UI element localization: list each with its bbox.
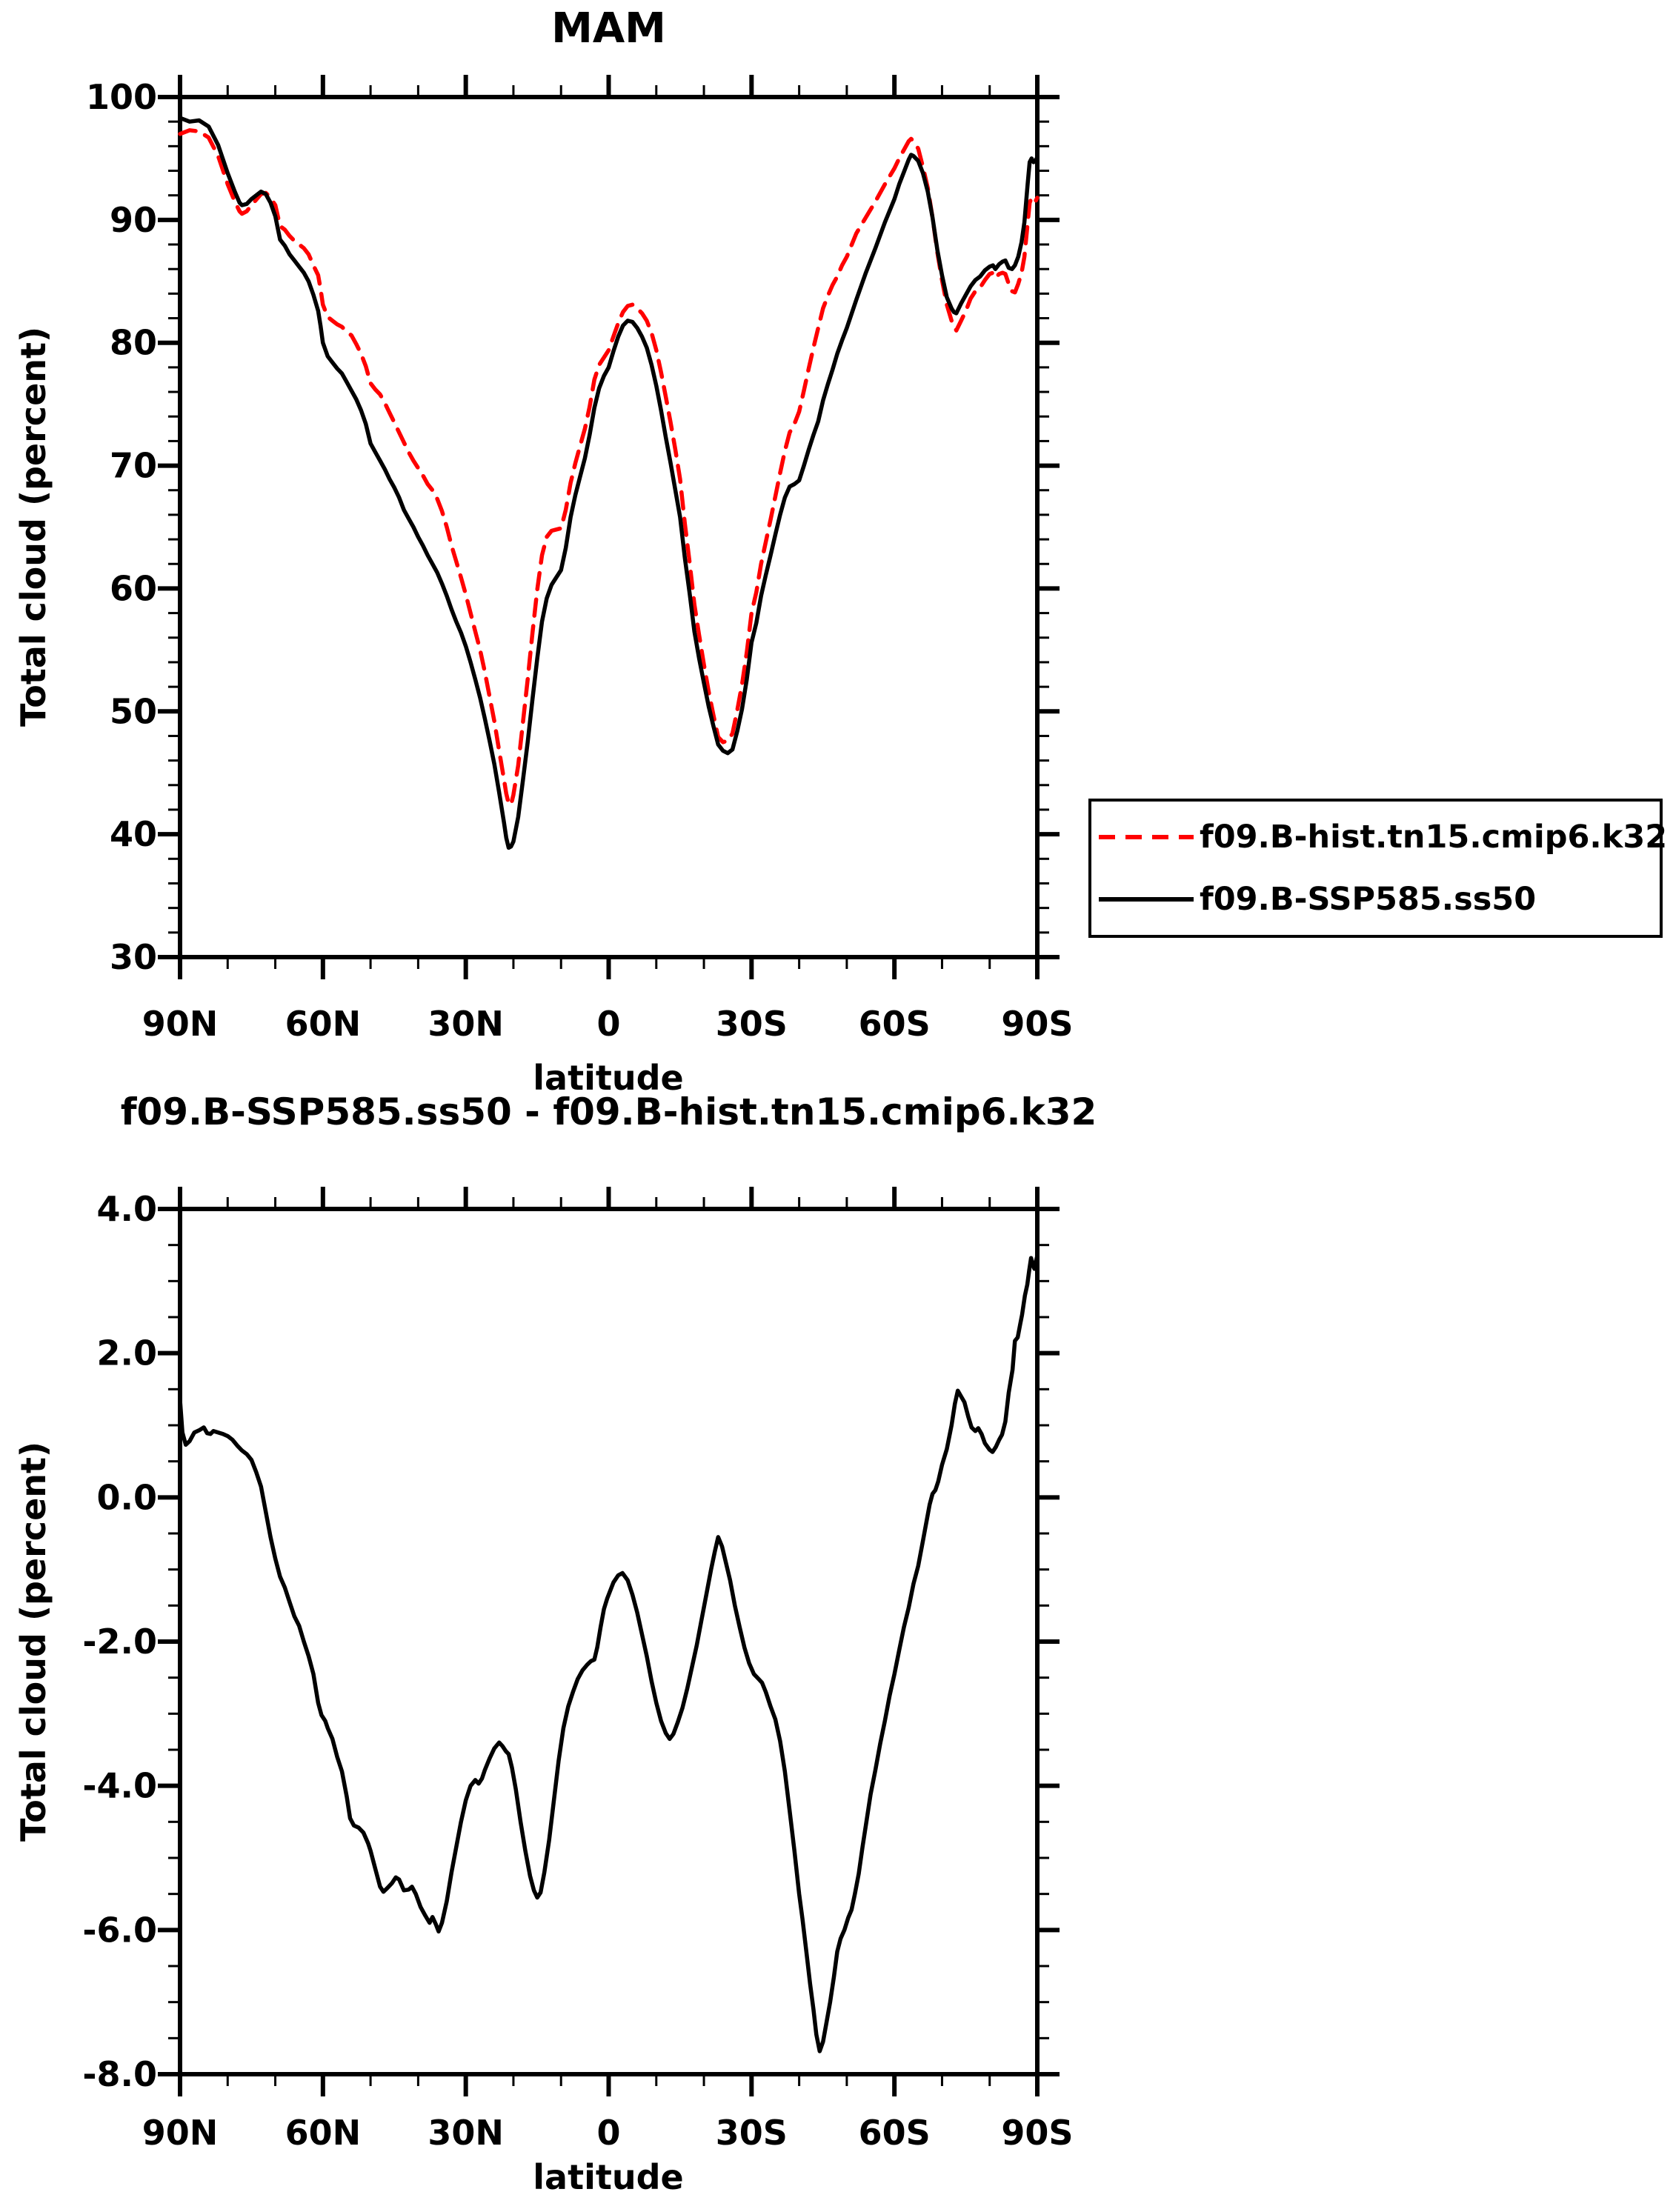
top-chart-y-tick-label: 40 bbox=[110, 814, 157, 854]
legend-entry-ssp585: f09.B-SSP585.ss50 bbox=[1091, 881, 1660, 918]
bottom-chart-y-tick-label: 4.0 bbox=[97, 1189, 158, 1229]
bottom-chart-series-ssp585 bbox=[178, 1253, 1040, 2053]
top-chart-y-tick-label: 50 bbox=[110, 691, 157, 731]
top-chart-title: MAM bbox=[551, 4, 666, 53]
top-chart-x-tick-label: 60N bbox=[285, 1004, 362, 1044]
top-chart-y-tick-label: 90 bbox=[110, 200, 157, 240]
bottom-chart-x-tick-label: 90S bbox=[1001, 2113, 1073, 2153]
bottom-chart-frame bbox=[178, 1207, 1040, 2076]
top-chart-x-tick-label: 0 bbox=[596, 1004, 620, 1044]
bottom-chart-x-tick-label: 30N bbox=[428, 2113, 504, 2153]
bottom-chart-y-tick-label: -6.0 bbox=[82, 1910, 157, 1950]
bottom-chart-x-tick-label: 0 bbox=[596, 2113, 620, 2153]
top-chart-y-tick-label: 80 bbox=[110, 323, 157, 363]
legend-box: f09.B-hist.tn15.cmip6.k32 f09.B-SSP585.s… bbox=[1088, 799, 1667, 938]
legend-label-hist: f09.B-hist.tn15.cmip6.k32 bbox=[1200, 819, 1668, 856]
top-chart-x-axis-label: latitude bbox=[533, 1058, 684, 1098]
bottom-chart-title: f09.B-SSP585.ss50 - f09.B-hist.tn15.cmip… bbox=[120, 1090, 1097, 1133]
top-chart-y-tick-label: 100 bbox=[86, 77, 157, 117]
bottom-chart-y-tick-label: 0.0 bbox=[97, 1477, 158, 1517]
legend-line-solid-black-icon bbox=[1099, 897, 1194, 902]
bottom-chart-y-tick-label: -2.0 bbox=[82, 1622, 157, 1662]
bottom-chart-x-tick-label: 60S bbox=[859, 2113, 931, 2153]
bottom-chart-y-axis-label: Total cloud (percent) bbox=[13, 1441, 53, 1842]
bottom-chart-x-tick-label: 60N bbox=[285, 2113, 362, 2153]
top-chart-y-tick-label: 70 bbox=[110, 446, 157, 486]
top-chart-series-ssp585 bbox=[178, 116, 1040, 850]
bottom-chart-y-tick-label: -4.0 bbox=[82, 1766, 157, 1806]
top-chart-series-hist bbox=[178, 128, 1040, 807]
top-chart-y-tick-label: 60 bbox=[110, 568, 157, 608]
legend-line-dashed-red-icon bbox=[1099, 835, 1194, 839]
bottom-chart-x-axis-label: latitude bbox=[533, 2157, 684, 2197]
bottom-chart-y-tick-label: 2.0 bbox=[97, 1333, 158, 1373]
top-chart-frame bbox=[178, 95, 1040, 959]
top-chart-y-axis-label: Total cloud (percent) bbox=[13, 326, 53, 727]
top-chart-x-tick-label: 30N bbox=[428, 1004, 504, 1044]
top-chart-x-tick-label: 90S bbox=[1001, 1004, 1073, 1044]
top-chart-y-tick-label: 30 bbox=[110, 937, 157, 977]
top-chart-x-tick-label: 60S bbox=[859, 1004, 931, 1044]
legend-label-ssp585: f09.B-SSP585.ss50 bbox=[1200, 881, 1537, 918]
top-chart-x-tick-label: 90N bbox=[142, 1004, 219, 1044]
legend-entry-hist: f09.B-hist.tn15.cmip6.k32 bbox=[1091, 819, 1667, 856]
bottom-chart-x-tick-label: 30S bbox=[716, 2113, 788, 2153]
bottom-chart-y-tick-label: -8.0 bbox=[82, 2054, 157, 2094]
bottom-chart-x-tick-label: 90N bbox=[142, 2113, 219, 2153]
top-chart-x-tick-label: 30S bbox=[716, 1004, 788, 1044]
